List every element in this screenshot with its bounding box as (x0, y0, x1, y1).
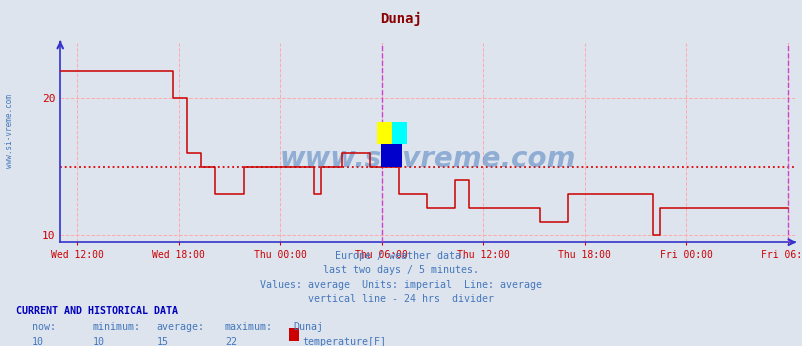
Bar (391, 122, 407, 144)
Text: now:: now: (32, 322, 56, 333)
Text: Europe / weather data.
last two days / 5 minutes.
Values: average  Units: imperi: Europe / weather data. last two days / 5… (260, 251, 542, 304)
Text: www.si-vreme.com: www.si-vreme.com (279, 145, 575, 173)
Text: 10: 10 (92, 337, 104, 346)
Bar (381, 144, 402, 167)
Text: maximum:: maximum: (225, 322, 273, 333)
Text: 15: 15 (156, 337, 168, 346)
Text: minimum:: minimum: (92, 322, 140, 333)
Text: average:: average: (156, 322, 205, 333)
Text: www.si-vreme.com: www.si-vreme.com (5, 94, 14, 169)
Text: CURRENT AND HISTORICAL DATA: CURRENT AND HISTORICAL DATA (16, 306, 178, 316)
Text: 22: 22 (225, 337, 237, 346)
Text: temperature[F]: temperature[F] (302, 337, 387, 346)
Text: Dunaj: Dunaj (380, 12, 422, 26)
Text: 10: 10 (32, 337, 44, 346)
Text: Dunaj: Dunaj (293, 322, 322, 333)
Bar (376, 122, 391, 144)
